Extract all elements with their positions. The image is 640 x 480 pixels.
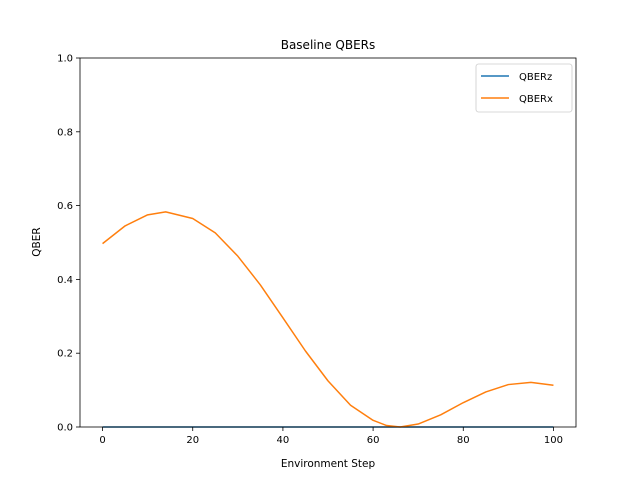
legend-label-qberz: QBERz [519,72,552,83]
series-line-qberx [102,211,554,428]
legend-label-qberx: QBERx [519,94,553,105]
chart-title: Baseline QBERs [281,38,376,52]
axes-frame [79,57,577,428]
y-tick-label: 0.4 [57,275,73,286]
y-tick-label: 0.8 [57,127,73,138]
x-tick-label: 40 [277,435,290,446]
y-axis-label: QBER [31,227,43,256]
y-tick-label: 0.6 [57,201,73,212]
y-tick-label: 0.2 [57,349,73,360]
plot-area: 0 20 40 60 80 100 0.0 0.2 0.4 0.6 0.8 1.0 [57,54,577,446]
y-tick-label: 0.0 [57,423,73,434]
x-tick-label: 0 [99,435,105,446]
x-tick-label: 60 [367,435,380,446]
x-tick-label: 20 [186,435,199,446]
x-tick-label: 100 [544,435,563,446]
x-tick-label: 80 [457,435,470,446]
y-tick-label: 1.0 [57,54,73,65]
x-axis-label: Environment Step [281,458,376,470]
legend: QBERz QBERx [475,63,573,113]
